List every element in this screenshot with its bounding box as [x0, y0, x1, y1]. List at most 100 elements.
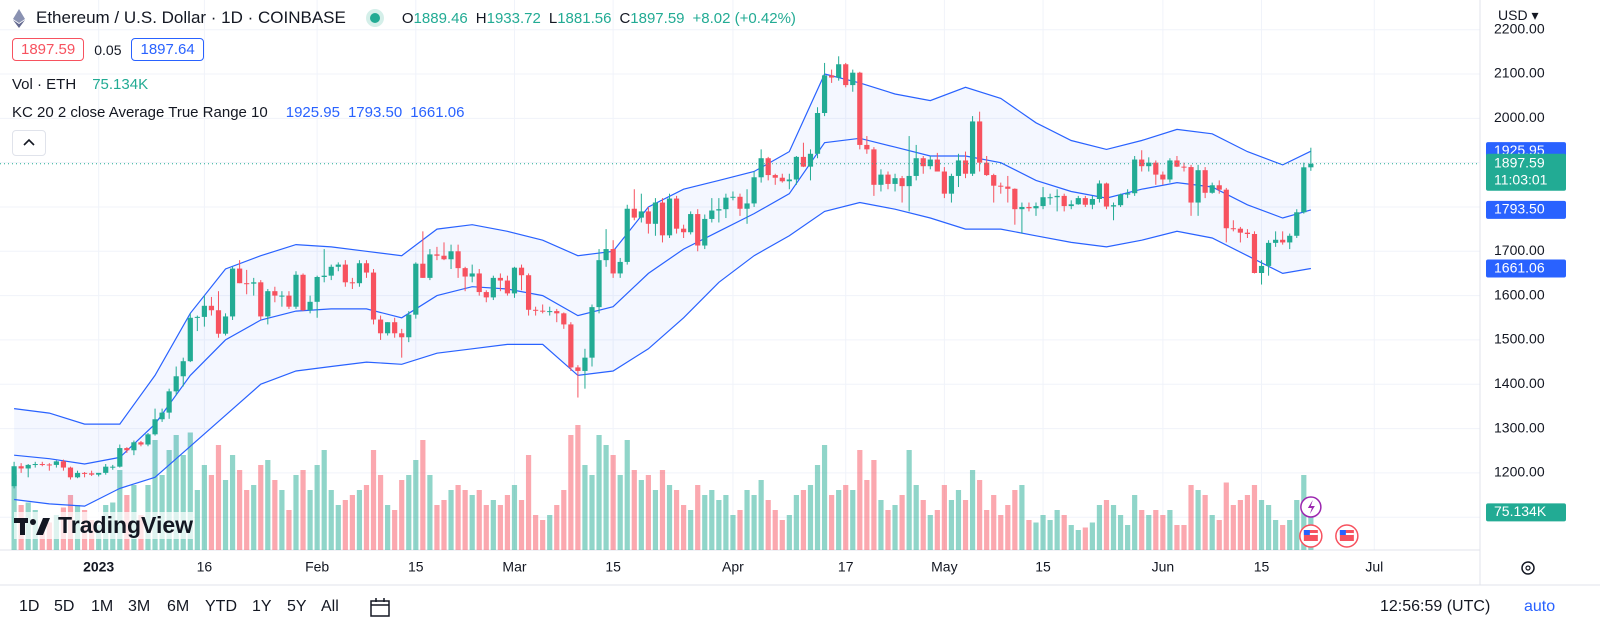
volume-bar	[659, 470, 666, 550]
candle-body	[504, 280, 511, 294]
volume-bar	[427, 475, 433, 550]
range-button[interactable]: 6M	[167, 598, 190, 615]
candle-body	[991, 175, 997, 186]
x-tick-label: Apr	[722, 559, 744, 575]
candle-body	[821, 75, 828, 114]
logo-icon	[14, 517, 50, 535]
candle-body	[554, 311, 560, 314]
range-button[interactable]: 1D	[19, 598, 40, 615]
volume-bar	[850, 490, 856, 550]
ohlc-close: 1897.59	[630, 9, 685, 27]
candle-body	[1195, 170, 1201, 203]
date-range-button[interactable]	[368, 596, 392, 625]
volume-bar	[878, 500, 884, 550]
candle-body	[434, 254, 440, 256]
volume-bar	[589, 475, 595, 550]
candle-body	[377, 319, 384, 334]
y-tick-label: 1500.00	[1494, 331, 1545, 347]
candle-body	[356, 263, 363, 284]
logo[interactable]: TradingView	[14, 512, 194, 539]
candle-body	[328, 266, 334, 276]
volume-bar	[624, 440, 630, 550]
candle-body	[948, 175, 955, 194]
candle-body	[370, 272, 377, 320]
volume-bar	[1068, 525, 1074, 550]
candle-body	[998, 185, 1004, 187]
candle-body	[702, 218, 708, 246]
volume-bar	[779, 520, 785, 550]
range-button[interactable]: 1Y	[252, 598, 272, 615]
x-tick-label: 15	[408, 559, 424, 575]
candle-body	[836, 64, 842, 78]
volume-bar	[807, 485, 814, 550]
candle-body	[624, 208, 630, 262]
volume-bar	[1117, 515, 1124, 550]
volume-bar	[1075, 530, 1081, 550]
volume-bar	[476, 490, 482, 550]
volume-bar	[688, 510, 694, 550]
ohlc-open-letter: O	[401, 9, 414, 27]
candle-body	[723, 197, 729, 210]
candle-body	[89, 473, 95, 475]
settings-icon-center	[1525, 565, 1531, 571]
candle-body	[582, 357, 588, 371]
bid[interactable]: 1897.59	[12, 38, 85, 61]
candle-body	[730, 196, 736, 198]
range-button[interactable]: 5D	[54, 598, 75, 615]
candle-body	[117, 448, 123, 467]
ask[interactable]: 1897.64	[131, 38, 204, 61]
currency: USD	[1498, 7, 1528, 23]
candle-body	[293, 274, 299, 307]
volume-bar	[229, 455, 236, 550]
volume-bar	[314, 465, 320, 550]
currency-menu[interactable]: USD ▾	[1498, 7, 1539, 23]
range-button[interactable]: 3M	[128, 598, 151, 615]
scale-mode[interactable]: auto	[1524, 598, 1556, 615]
volume-bar	[723, 495, 729, 550]
candle-body	[652, 202, 659, 224]
candle-body	[1117, 194, 1124, 206]
x-tick-label: 15	[1035, 559, 1051, 575]
candle-body	[899, 178, 905, 187]
volume-bar	[363, 485, 370, 550]
volume-bar	[342, 500, 348, 550]
settings-icon[interactable]	[1521, 561, 1535, 575]
candle-body	[67, 467, 74, 478]
candle-body	[617, 261, 623, 274]
volume-bar	[998, 515, 1004, 550]
candle-body	[1251, 234, 1258, 274]
candle-body	[659, 202, 666, 236]
volume-bar	[786, 515, 792, 550]
candle-body	[758, 158, 764, 178]
x-tick-label: 16	[197, 559, 213, 575]
candle-body	[779, 177, 785, 182]
range-button[interactable]: YTD	[205, 598, 237, 615]
candle-body	[716, 209, 722, 211]
clock[interactable]: 12:56:59 (UTC)	[1380, 598, 1491, 615]
candle-body	[1061, 195, 1067, 207]
volume-bar	[349, 495, 355, 550]
candle-body	[138, 442, 144, 445]
volume-bar	[744, 490, 750, 550]
volume-bar	[237, 470, 243, 550]
range-button[interactable]: 1M	[91, 598, 114, 615]
collapse-button[interactable]	[12, 130, 46, 156]
volume-bar	[377, 475, 384, 550]
volume-bar	[617, 475, 623, 550]
candle-body	[709, 210, 715, 219]
candle-body	[244, 283, 250, 285]
candle-body	[793, 156, 799, 180]
volume-bar	[335, 505, 341, 550]
volume-bar	[596, 435, 602, 550]
volume-bar	[1294, 500, 1300, 550]
volume-bar	[1139, 510, 1145, 550]
volume-bar	[561, 490, 567, 550]
range-button[interactable]: 5Y	[287, 598, 307, 615]
range-button[interactable]: All	[321, 598, 339, 615]
volume-bar	[406, 475, 412, 550]
candle-body	[1054, 195, 1060, 198]
candle-body	[547, 311, 553, 313]
candle-body	[258, 282, 264, 317]
volume-bar	[977, 480, 983, 550]
candle-body	[673, 198, 680, 229]
